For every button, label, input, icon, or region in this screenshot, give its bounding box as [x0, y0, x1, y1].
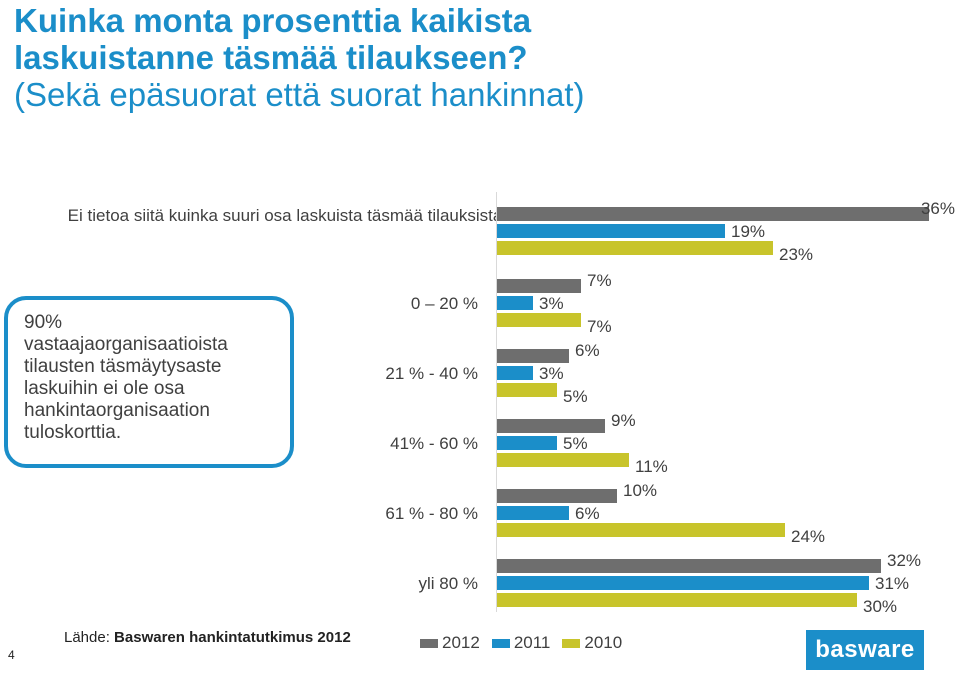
legend-label-2011: 2011	[513, 633, 551, 652]
title-line-2: laskuistanne täsmää tilaukseen?	[14, 39, 528, 76]
legend-swatch-2012	[420, 638, 438, 648]
data-label: 32%	[887, 551, 921, 570]
data-label: 30%	[863, 597, 897, 616]
category-label: 61 % - 80 %	[385, 504, 478, 523]
data-label: 11%	[635, 457, 668, 476]
bar-2012	[497, 207, 929, 221]
bar-2010	[497, 313, 581, 327]
source-prefix: Lähde:	[64, 629, 115, 646]
bar-2012	[497, 489, 617, 503]
legend-item-2012: 2012	[420, 633, 480, 653]
note-line: hankintaorganisaation	[24, 400, 210, 421]
bar-2011	[497, 506, 569, 520]
bar-2011	[497, 224, 725, 238]
legend-swatch-2010	[562, 638, 581, 648]
bar-2010	[497, 523, 785, 537]
data-label: 7%	[587, 271, 612, 290]
bar-2012	[497, 559, 881, 573]
legend-label-2010: 2010	[584, 633, 623, 652]
axis-line	[496, 192, 497, 612]
data-label: 6%	[575, 341, 600, 360]
data-label: 10%	[623, 481, 657, 500]
source-note: Lähde: Baswaren hankintatutkimus 2012	[64, 629, 351, 646]
data-label: 5%	[563, 387, 588, 406]
data-label: 7%	[587, 317, 612, 336]
bar-2011	[497, 296, 533, 310]
note-line: tilausten täsmäytysaste	[24, 356, 222, 377]
legend-swatch-2011	[491, 638, 510, 648]
category-label: yli 80 %	[418, 574, 478, 593]
legend-item-2010: 2010	[562, 633, 622, 653]
data-label: 19%	[731, 222, 765, 241]
data-label: 24%	[791, 527, 825, 546]
bar-2011	[497, 436, 557, 450]
note-box: 90% vastaajaorganisaatioista tilausten t…	[4, 296, 294, 468]
data-label: 6%	[575, 504, 600, 523]
basware-logo: basware	[806, 630, 924, 670]
bar-2012	[497, 419, 605, 433]
source-name: Baswaren hankintatutkimus 2012	[114, 629, 351, 646]
legend: 2012 2011 2010	[420, 633, 634, 653]
note-line: tuloskorttia.	[24, 422, 122, 443]
bar-2010	[497, 241, 773, 255]
category-label: 21 % - 40 %	[385, 364, 478, 383]
bar-2012	[497, 279, 581, 293]
data-label: 5%	[563, 434, 588, 453]
data-label: 3%	[539, 364, 564, 383]
note-line: vastaajaorganisaatioista	[24, 334, 228, 355]
data-label: 23%	[779, 245, 813, 264]
data-label: 36%	[921, 199, 955, 218]
bar-2010	[497, 383, 557, 397]
title-line-3: (Sekä epäsuorat että suorat hankinnat)	[14, 76, 585, 113]
page-number: 4	[8, 648, 15, 662]
bar-2011	[497, 576, 869, 590]
bar-2012	[497, 349, 569, 363]
note-line: 90%	[24, 312, 63, 333]
bar-2010	[497, 593, 857, 607]
bar-2010	[497, 453, 629, 467]
category-label-unknown: Ei tietoa siitä kuinka suuri osa laskuis…	[67, 206, 503, 225]
category-label: 0 – 20 %	[411, 294, 478, 313]
chart-title: Kuinka monta prosenttia kaikista laskuis…	[14, 2, 734, 113]
data-label: 3%	[539, 294, 564, 313]
category-label: 41% - 60 %	[390, 434, 478, 453]
title-line-1: Kuinka monta prosenttia kaikista	[14, 2, 532, 39]
bar-2011	[497, 366, 533, 380]
legend-label-2012: 2012	[442, 633, 480, 652]
note-line: laskuihin ei ole osa	[24, 378, 185, 399]
legend-item-2011: 2011	[491, 633, 551, 653]
data-label: 9%	[611, 411, 636, 430]
data-label: 31%	[875, 574, 909, 593]
